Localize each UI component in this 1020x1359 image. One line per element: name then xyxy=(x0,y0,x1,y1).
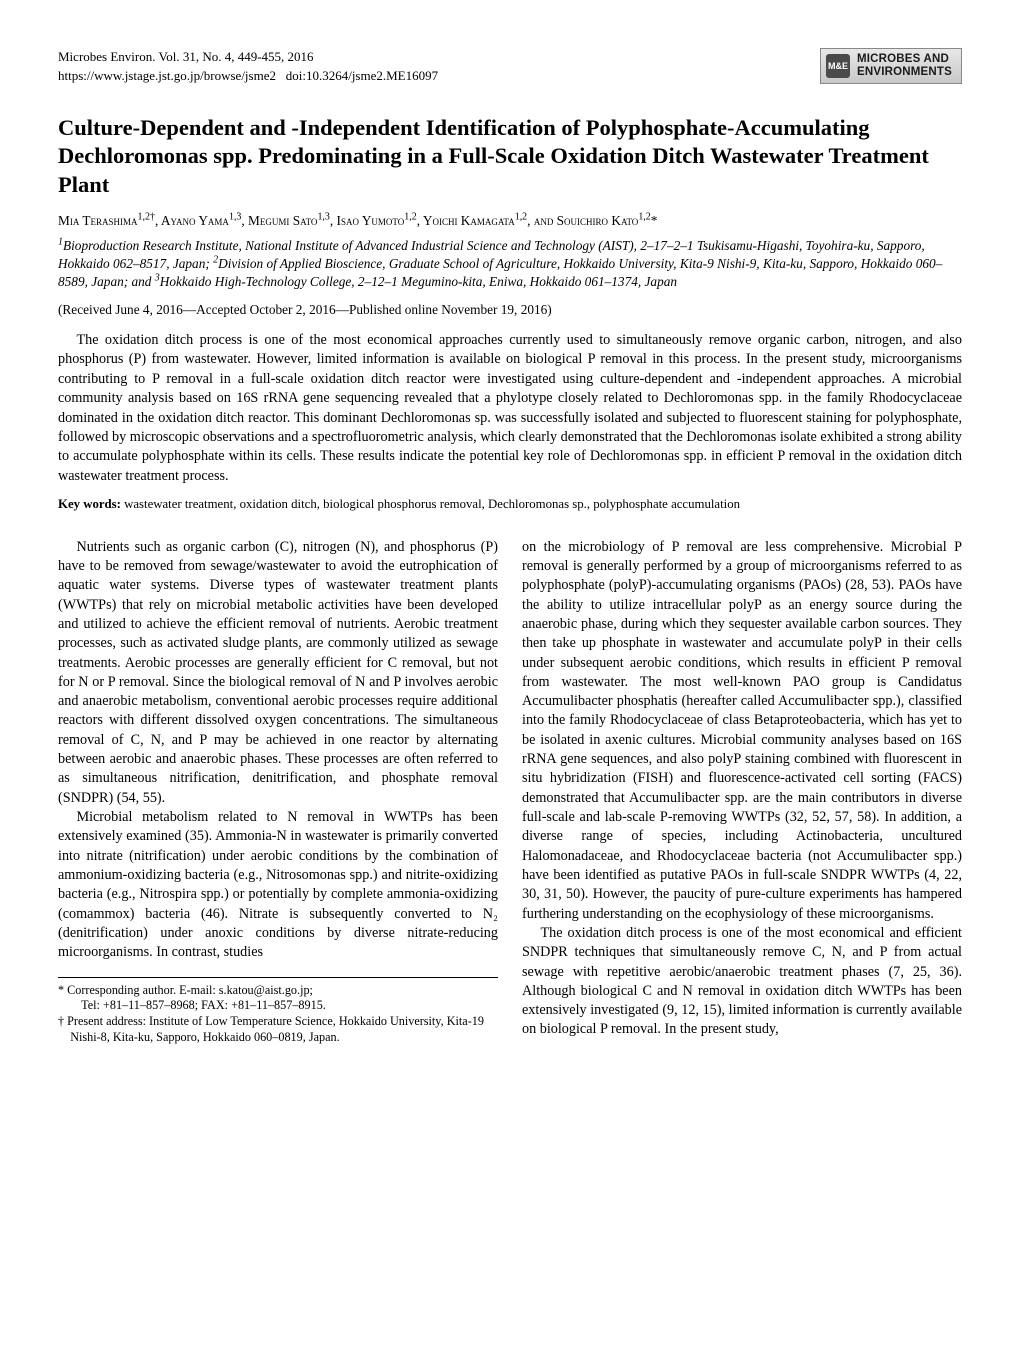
badge-line-2: ENVIRONMENTS xyxy=(857,66,952,78)
footnote-corresponding: * Corresponding author. E-mail: s.katou@… xyxy=(58,983,498,999)
header-left: Microbes Environ. Vol. 31, No. 4, 449-45… xyxy=(58,48,438,86)
header-url-doi: https://www.jstage.jst.go.jp/browse/jsme… xyxy=(58,67,438,86)
journal-url[interactable]: https://www.jstage.jst.go.jp/browse/jsme… xyxy=(58,68,276,83)
journal-badge-text: MICROBES AND ENVIRONMENTS xyxy=(857,53,952,78)
footnote-present-address: † Present address: Institute of Low Temp… xyxy=(58,1014,498,1046)
badge-line-1: MICROBES AND xyxy=(857,53,949,65)
body-paragraph: on the microbiology of P removal are les… xyxy=(522,538,962,924)
journal-citation: Microbes Environ. Vol. 31, No. 4, 449-45… xyxy=(58,48,438,67)
journal-badge: M&E MICROBES AND ENVIRONMENTS xyxy=(820,48,962,84)
page-header: Microbes Environ. Vol. 31, No. 4, 449-45… xyxy=(58,48,962,86)
abstract: The oxidation ditch process is one of th… xyxy=(58,331,962,487)
author-list: Mia Terashima1,2†, Ayano Yama1,3, Megumi… xyxy=(58,212,962,230)
affiliations: 1Bioproduction Research Institute, Natio… xyxy=(58,237,962,291)
body-columns: Nutrients such as organic carbon (C), ni… xyxy=(58,538,962,1046)
footnote-contact: Tel: +81–11–857–8968; FAX: +81–11–857–89… xyxy=(58,998,498,1014)
doi-text: doi:10.3264/jsme2.ME16097 xyxy=(286,68,438,83)
body-paragraph: Microbial metabolism related to N remova… xyxy=(58,808,498,963)
body-paragraph: The oxidation ditch process is one of th… xyxy=(522,924,962,1040)
body-paragraph: Nutrients such as organic carbon (C), ni… xyxy=(58,538,498,808)
article-title: Culture-Dependent and -Independent Ident… xyxy=(58,114,962,200)
keywords: Key words: wastewater treatment, oxidati… xyxy=(58,496,962,513)
footnotes: * Corresponding author. E-mail: s.katou@… xyxy=(58,977,498,1046)
keywords-label: Key words: xyxy=(58,497,121,511)
authors-text: Mia Terashima1,2†, Ayano Yama1,3, Megumi… xyxy=(58,213,657,228)
keywords-text: wastewater treatment, oxidation ditch, b… xyxy=(121,497,740,511)
article-dates: (Received June 4, 2016—Accepted October … xyxy=(58,301,962,319)
journal-badge-icon: M&E xyxy=(826,54,850,78)
